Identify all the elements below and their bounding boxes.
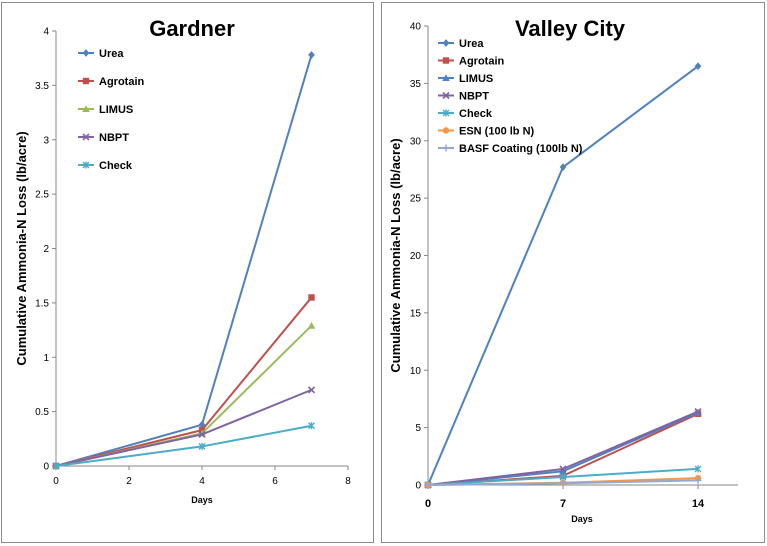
valley-city-legend-label: NBPT [459, 91, 489, 103]
valley-city-x-tick-label: 7 [560, 498, 566, 510]
valley-city-legend-marker [442, 39, 450, 47]
valley-city-point-basf-coating-100lb-n [424, 481, 432, 489]
gardner-legend-entry-nbpt: NBPT [78, 132, 129, 144]
valley-city-legend-label: Agrotain [459, 56, 505, 68]
valley-city-point-nbpt [694, 407, 702, 416]
valley-city-point-basf-coating-100lb-n [694, 476, 702, 484]
gardner-point-check [52, 462, 60, 470]
valley-city-title: Valley City [515, 16, 626, 41]
gardner-x-tick-label: 6 [272, 476, 278, 487]
gardner-y-tick-label: 0.5 [35, 407, 49, 418]
gardner-legend-marker [82, 161, 90, 169]
valley-city-y-tick-label: 20 [410, 251, 422, 262]
valley-city-legend-label: LIMUS [459, 73, 493, 85]
valley-city-chart: Valley City Cumulative Ammonia-N Loss (lb… [388, 16, 738, 524]
gardner-line-limus [55, 324, 313, 467]
gardner-x-tick-label: 8 [345, 476, 351, 487]
valley-city-point-basf-coating-100lb-n [559, 479, 567, 487]
valley-city-legend-label: Urea [459, 38, 484, 50]
gardner-chart-panel: Gardner Cumulative Ammonia-N Loss (lb/acr… [1, 2, 374, 543]
gardner-x-tick-label: 0 [53, 476, 59, 487]
gardner-y-tick-label: 1.5 [35, 298, 49, 309]
gardner-line-urea [55, 54, 313, 467]
gardner-y-tick-label: 3.5 [35, 81, 49, 92]
valley-city-y-tick-label: 5 [415, 423, 421, 434]
gardner-legend-label: Check [99, 160, 133, 172]
valley-city-legend-entry-esn-100-lb-n: ESN (100 lb N) [438, 126, 535, 138]
valley-city-point-limus [559, 467, 567, 475]
gardner-x-tick-label: 4 [199, 476, 205, 487]
gardner-point-nbpt [198, 430, 206, 439]
valley-city-y-tick-label: 40 [410, 22, 422, 33]
valley-city-y-tick-label: 35 [410, 79, 422, 90]
gardner-legend-marker [82, 105, 90, 112]
gardner-legend-marker [82, 133, 90, 141]
gardner-series-check [52, 422, 315, 470]
gardner-legend-label: Urea [99, 48, 124, 60]
gardner-series-urea [52, 51, 315, 470]
valley-city-x-tick-label: 14 [692, 498, 705, 510]
valley-city-legend-entry-basf-coating-100lb-n: BASF Coating (100lb N) [438, 143, 583, 155]
valley-city-legend-marker [442, 127, 450, 134]
valley-city-legend-label: BASF Coating (100lb N) [459, 143, 583, 155]
gardner-chart: Gardner Cumulative Ammonia-N Loss (lb/acr… [14, 16, 351, 505]
gardner-title: Gardner [149, 16, 235, 41]
gardner-legend-marker [82, 77, 90, 85]
gardner-legend-entry-agrotain: Agrotain [78, 76, 145, 88]
gardner-point-nbpt [307, 386, 316, 394]
gardner-x-axis-label: Days [191, 495, 213, 505]
gardner-series-limus [52, 321, 316, 469]
valley-city-legend-entry-limus: LIMUS [438, 73, 493, 85]
valley-city-y-tick-label: 15 [410, 308, 422, 319]
gardner-series-agrotain [52, 294, 315, 470]
valley-city-point-nbpt [559, 465, 567, 473]
gardner-legend-label: Agrotain [99, 76, 145, 88]
gardner-legend-entry-limus: LIMUS [78, 104, 133, 116]
gardner-y-axis-label: Cumulative Ammonia-N Loss (lb/acre) [14, 131, 29, 365]
gardner-point-check [308, 422, 315, 430]
gardner-y-tick-label: 2.5 [35, 190, 49, 201]
valley-city-chart-panel: Valley City Cumulative Ammonia-N Loss (lb… [381, 2, 765, 543]
valley-city-series-basf-coating-100lb-n [424, 476, 702, 489]
valley-city-y-tick-label: 0 [415, 481, 421, 492]
gardner-legend-entry-check: Check [78, 160, 133, 172]
valley-city-legend-marker [442, 109, 450, 117]
gardner-y-tick-label: 4 [43, 27, 49, 38]
valley-city-legend-marker [442, 57, 450, 64]
valley-city-legend-marker [442, 144, 450, 152]
valley-city-point-check [559, 473, 567, 481]
valley-city-legend-marker [442, 74, 450, 81]
valley-city-legend-marker [442, 91, 450, 100]
valley-city-legend-entry-agrotain: Agrotain [438, 56, 505, 68]
gardner-legend-label: LIMUS [99, 104, 133, 116]
gardner-y-tick-label: 1 [43, 353, 49, 364]
gardner-legend-label: NBPT [99, 132, 129, 144]
gardner-point-urea [308, 51, 315, 59]
valley-city-x-tick-label: 0 [425, 498, 431, 510]
valley-city-y-tick-label: 25 [410, 194, 422, 205]
valley-city-legend-label: Check [459, 108, 493, 120]
valley-city-x-axis-label: Days [571, 514, 593, 524]
gardner-line-agrotain [55, 296, 313, 467]
gardner-y-tick-label: 3 [43, 135, 49, 146]
gardner-point-agrotain [308, 294, 315, 301]
valley-city-y-axis-label: Cumulative Ammonia-N Loss (lb/acre) [388, 138, 403, 372]
valley-city-legend-label: ESN (100 lb N) [459, 126, 535, 138]
gardner-point-limus [307, 321, 316, 329]
valley-city-y-tick-label: 30 [410, 136, 422, 147]
gardner-x-tick-label: 2 [126, 476, 132, 487]
valley-city-legend-entry-urea: Urea [438, 38, 484, 50]
gardner-y-tick-label: 2 [43, 244, 49, 255]
gardner-legend-marker [82, 49, 90, 57]
valley-city-legend-entry-check: Check [438, 108, 493, 120]
gardner-line-check [55, 424, 312, 467]
valley-city-legend-entry-nbpt: NBPT [438, 91, 489, 103]
valley-city-point-check [694, 465, 702, 473]
gardner-point-check [198, 442, 206, 450]
gardner-legend-entry-urea: Urea [78, 48, 124, 60]
gardner-y-tick-label: 0 [43, 462, 49, 473]
valley-city-y-tick-label: 10 [410, 366, 422, 377]
